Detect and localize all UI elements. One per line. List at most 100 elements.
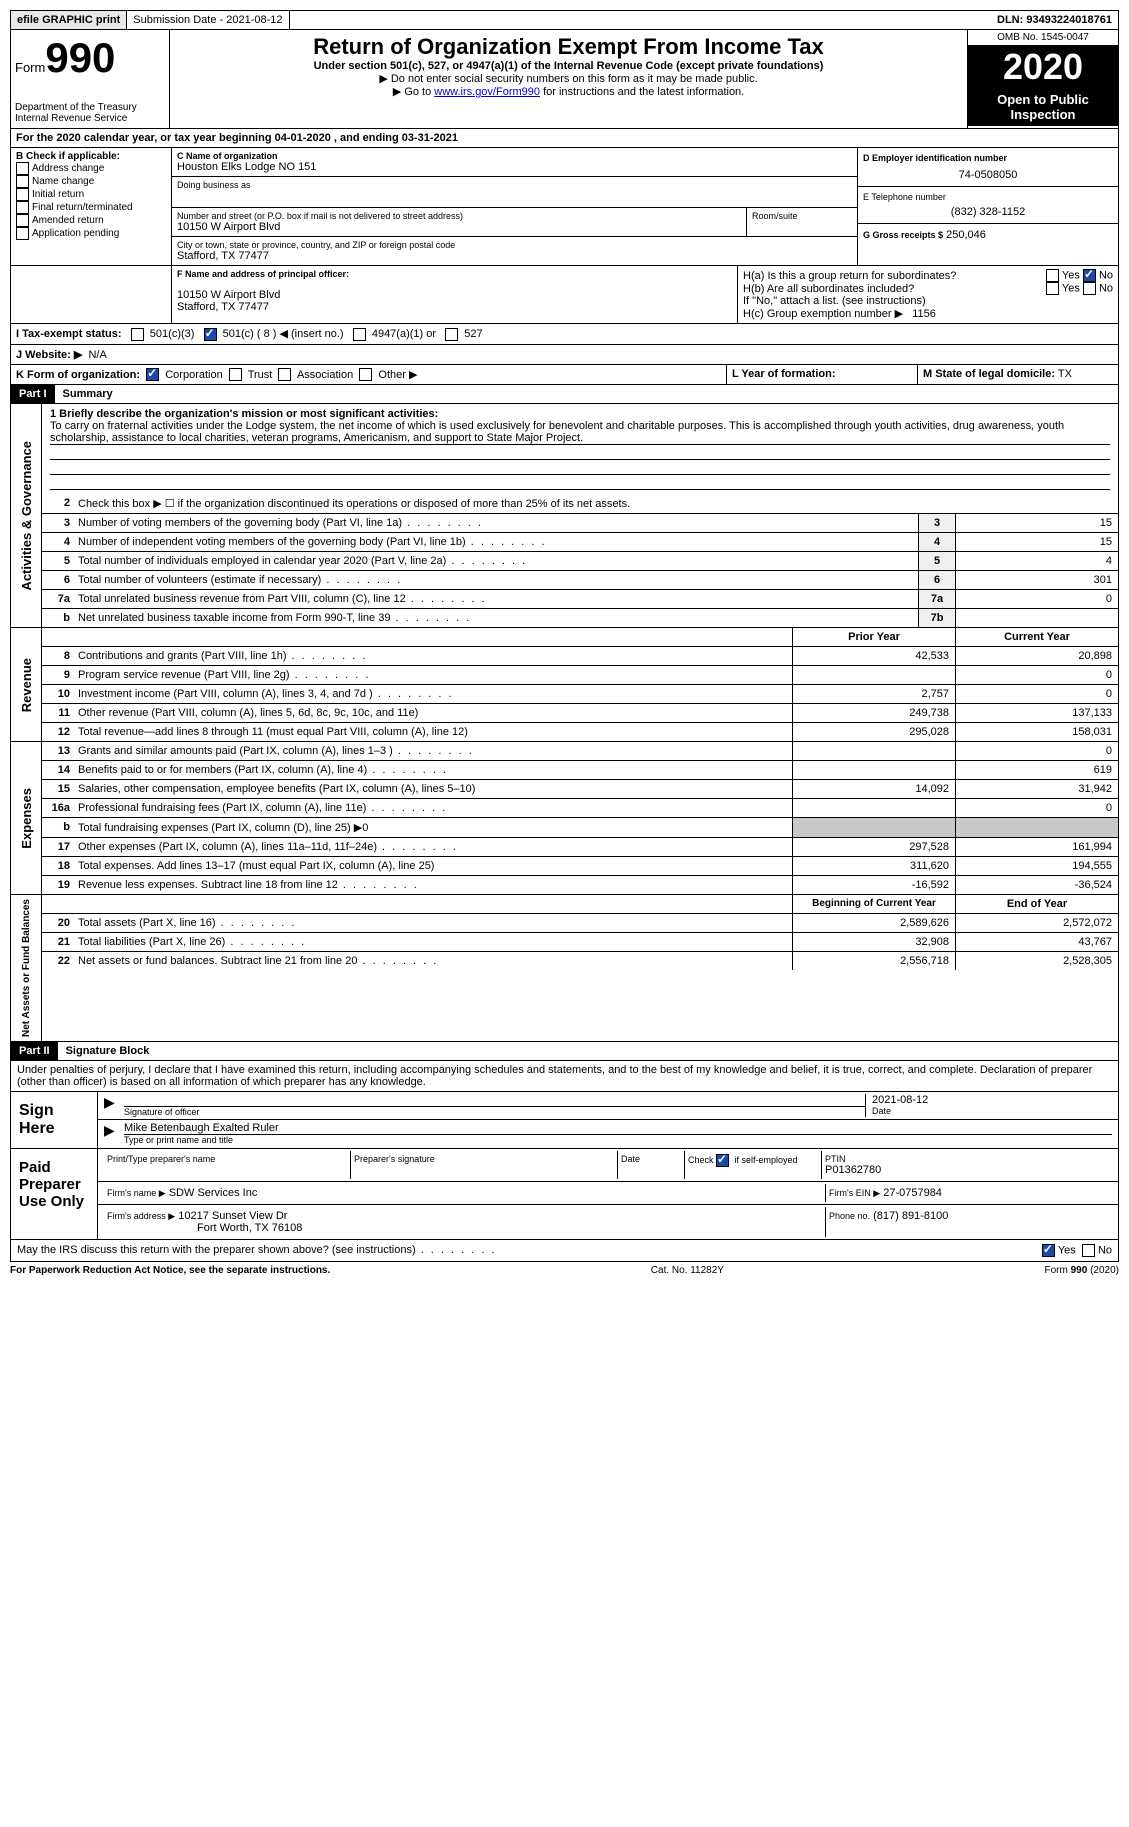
check-amended[interactable]: Amended return (16, 214, 166, 227)
declaration: Under penalties of perjury, I declare th… (11, 1061, 1118, 1092)
k-corp[interactable] (146, 368, 159, 381)
dln: DLN: 93493224018761 (991, 11, 1118, 29)
form-number: 990 (45, 34, 115, 81)
i-501c[interactable] (204, 328, 217, 341)
line-12-curr: 158,031 (955, 723, 1118, 741)
sign-here-label: Sign Here (11, 1092, 97, 1148)
irs-link[interactable]: www.irs.gov/Form990 (434, 86, 540, 98)
netassets-vlabel: Net Assets or Fund Balances (19, 895, 34, 1041)
i-4947[interactable] (353, 328, 366, 341)
prep-sig-label: Preparer's signature (351, 1151, 618, 1179)
ha-no[interactable] (1083, 269, 1096, 282)
sig-date-label: Date (872, 1106, 1112, 1116)
line-15-curr: 31,942 (955, 780, 1118, 798)
i-527[interactable] (445, 328, 458, 341)
prep-name-label: Print/Type preparer's name (104, 1151, 351, 1179)
line-a: For the 2020 calendar year, or tax year … (10, 129, 1119, 148)
check-initial-return[interactable]: Initial return (16, 188, 166, 201)
revenue-section: Revenue Prior YearCurrent Year 8Contribu… (10, 628, 1119, 742)
discuss-yes[interactable] (1042, 1244, 1055, 1257)
signature-block: Under penalties of perjury, I declare th… (10, 1061, 1119, 1262)
line-13-text: Grants and similar amounts paid (Part IX… (74, 742, 792, 760)
top-bar: efile GRAPHIC print Submission Date - 20… (10, 10, 1119, 30)
part-2-header: Part IISignature Block (10, 1042, 1119, 1061)
k-assoc[interactable] (278, 368, 291, 381)
form-subtitle: Under section 501(c), 527, or 4947(a)(1)… (174, 60, 963, 72)
paid-preparer-label: Paid Preparer Use Only (11, 1149, 97, 1239)
line-10-prior: 2,757 (792, 685, 955, 703)
line-7b-text: Net unrelated business taxable income fr… (74, 609, 918, 627)
i-501c3[interactable] (131, 328, 144, 341)
line-14-text: Benefits paid to or for members (Part IX… (74, 761, 792, 779)
line-16a-prior (792, 799, 955, 817)
website-row: J Website: ▶ N/A (10, 345, 1119, 365)
k-trust[interactable] (229, 368, 242, 381)
street-address: 10150 W Airport Blvd (177, 221, 741, 233)
line-7a-text: Total unrelated business revenue from Pa… (74, 590, 918, 608)
firm-addr2: Fort Worth, TX 76108 (197, 1222, 302, 1234)
line-11-prior: 249,738 (792, 704, 955, 722)
box-i-label: I Tax-exempt status: (16, 328, 122, 340)
line-8-text: Contributions and grants (Part VIII, lin… (74, 647, 792, 665)
discuss-no[interactable] (1082, 1244, 1095, 1257)
line-14-prior (792, 761, 955, 779)
name-label: Type or print name and title (124, 1135, 1112, 1145)
gross-receipts: 250,046 (946, 229, 986, 241)
telephone: (832) 328-1152 (863, 202, 1113, 218)
form-label: Form (15, 60, 45, 75)
room-label: Room/suite (752, 211, 852, 221)
line-14-curr: 619 (955, 761, 1118, 779)
self-employed-check[interactable]: Check if self-employed (685, 1151, 822, 1179)
firm-name: SDW Services Inc (169, 1187, 258, 1199)
check-final-return[interactable]: Final return/terminated (16, 201, 166, 214)
line-17-text: Other expenses (Part IX, column (A), lin… (74, 838, 792, 856)
hc-value: 1156 (912, 308, 936, 320)
ha-yes[interactable] (1046, 269, 1059, 282)
ein: 74-0508050 (863, 163, 1113, 181)
dba-label: Doing business as (177, 180, 852, 190)
box-m-value: TX (1058, 368, 1072, 380)
officer-group-block: F Name and address of principal officer:… (10, 266, 1119, 324)
hb-yes[interactable] (1046, 282, 1059, 295)
check-app-pending[interactable]: Application pending (16, 227, 166, 240)
line-4-text: Number of independent voting members of … (74, 533, 918, 551)
line-19-text: Revenue less expenses. Subtract line 18 … (74, 876, 792, 894)
k-other[interactable] (359, 368, 372, 381)
phone: (817) 891-8100 (873, 1210, 948, 1222)
paperwork-notice: For Paperwork Reduction Act Notice, see … (10, 1265, 330, 1276)
firm-addr-label: Firm's address ▶ (107, 1211, 175, 1221)
line-3-val: 15 (955, 514, 1118, 532)
line-22-text: Net assets or fund balances. Subtract li… (74, 952, 792, 970)
line-5-text: Total number of individuals employed in … (74, 552, 918, 570)
governance-section: Activities & Governance 1 Briefly descri… (10, 404, 1119, 628)
city-label: City or town, state or province, country… (177, 240, 852, 250)
discuss-label: May the IRS discuss this return with the… (17, 1244, 497, 1257)
box-d-label: D Employer identification number (863, 153, 1113, 163)
check-address-change[interactable]: Address change (16, 162, 166, 175)
box-k-label: K Form of organization: (16, 369, 140, 381)
dept-treasury: Department of the TreasuryInternal Reven… (15, 102, 165, 124)
box-e-label: E Telephone number (863, 192, 1113, 202)
efile-button[interactable]: efile GRAPHIC print (11, 11, 127, 29)
governance-vlabel: Activities & Governance (17, 437, 36, 595)
line-22-prior: 2,556,718 (792, 952, 955, 970)
line-21-curr: 43,767 (955, 933, 1118, 951)
expenses-vlabel: Expenses (17, 784, 36, 853)
line-21-text: Total liabilities (Part X, line 26) (74, 933, 792, 951)
expenses-section: Expenses 13Grants and similar amounts pa… (10, 742, 1119, 895)
line-18-prior: 311,620 (792, 857, 955, 875)
line-15-text: Salaries, other compensation, employee b… (74, 780, 792, 798)
line-7b-val (955, 609, 1118, 627)
line-16a-text: Professional fundraising fees (Part IX, … (74, 799, 792, 817)
line-20-text: Total assets (Part X, line 16) (74, 914, 792, 932)
box-l-label: L Year of formation: (732, 368, 836, 380)
line-5-val: 4 (955, 552, 1118, 570)
line-7a-val: 0 (955, 590, 1118, 608)
hb-no[interactable] (1083, 282, 1096, 295)
end-year-header: End of Year (955, 895, 1118, 913)
line-6-text: Total number of volunteers (estimate if … (74, 571, 918, 589)
form-org-row: K Form of organization: Corporation Trus… (10, 365, 1119, 386)
box-c-label: C Name of organization (177, 151, 852, 161)
line-10-text: Investment income (Part VIII, column (A)… (74, 685, 792, 703)
check-name-change[interactable]: Name change (16, 175, 166, 188)
